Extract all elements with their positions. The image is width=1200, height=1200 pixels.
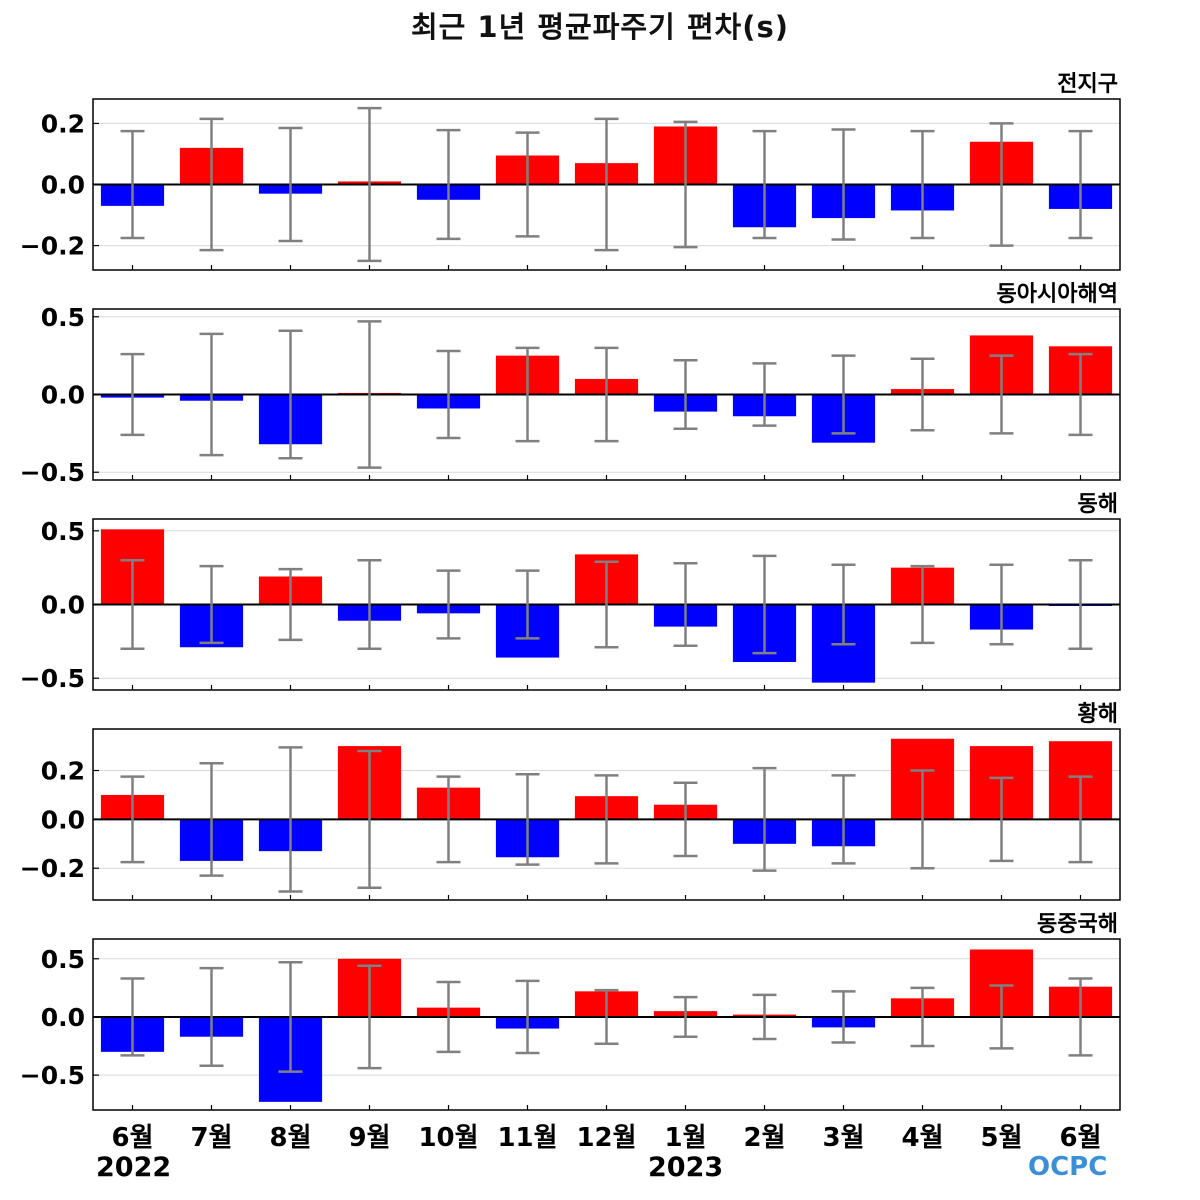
y-tick-label: 0.2 [41,757,85,786]
y-tick-label: 0.0 [41,1003,85,1032]
y-tick-label: −0.5 [20,664,85,693]
x-tick-label: 8월 [269,1123,311,1153]
panel-1: 동아시아해역 0.5 0.0 −0.5 [20,282,1121,487]
year-label-2022: 2022 [96,1152,172,1183]
y-tick-label: 0.0 [41,381,85,410]
x-tick-label: 11월 [497,1123,557,1153]
panel-frame [92,938,1121,1111]
x-tick-label: 6월 [1059,1123,1101,1153]
y-tick-label: 0.0 [41,591,85,620]
panel-frame [92,518,1121,691]
panel-frame [92,98,1121,271]
x-tick-label: 4월 [901,1123,943,1153]
panel-title: 동해 [1078,492,1118,517]
y-tick-label: 0.5 [41,303,85,332]
x-tick-label: 1월 [664,1123,706,1153]
y-tick-label: 0.5 [41,945,85,974]
x-tick-label: 12월 [576,1123,636,1153]
y-tick-label: 0.2 [41,109,85,138]
y-tick-label: 0.0 [41,805,85,834]
x-tick-label: 2월 [743,1123,785,1153]
y-tick-label: 0.0 [41,171,85,200]
panel-0: 전지구 0.2 0.0 −0.2 [20,72,1121,271]
y-tick-label: 0.5 [41,517,85,546]
y-tick-label: −0.2 [20,232,85,261]
x-tick-label: 7월 [190,1123,232,1153]
panel-title: 황해 [1078,702,1118,727]
y-tick-label: −0.5 [20,1061,85,1090]
x-tick-label: 9월 [348,1123,390,1153]
panel-4: 동중국해 0.5 0.0 −0.5 6월 7월 8월 9월 10월 11월 12월 1월 2월 3월 4월 5… [20,912,1121,1153]
panel-title: 동중국해 [1037,912,1118,937]
panel-2: 동해 0.5 0.0 −0.5 [20,492,1121,693]
year-label-2023: 2023 [648,1152,724,1183]
panel-title: 전지구 [1057,72,1118,97]
chart-title: 최근 1년 평균파주기 편차(s) [410,10,790,44]
ocpc-logo: OCPC [1028,1152,1108,1182]
panel-frame [92,308,1121,481]
panel-frame [92,728,1121,901]
x-tick-label: 3월 [822,1123,864,1153]
y-tick-label: −0.5 [20,458,85,487]
panel-title: 동아시아해역 [997,282,1118,307]
x-tick-label: 5월 [980,1123,1022,1153]
panel-3: 황해 0.2 0.0 −0.2 [20,702,1121,901]
x-tick-label: 6월 [111,1123,153,1153]
y-tick-label: −0.2 [20,854,85,883]
x-tick-label: 10월 [418,1123,478,1153]
